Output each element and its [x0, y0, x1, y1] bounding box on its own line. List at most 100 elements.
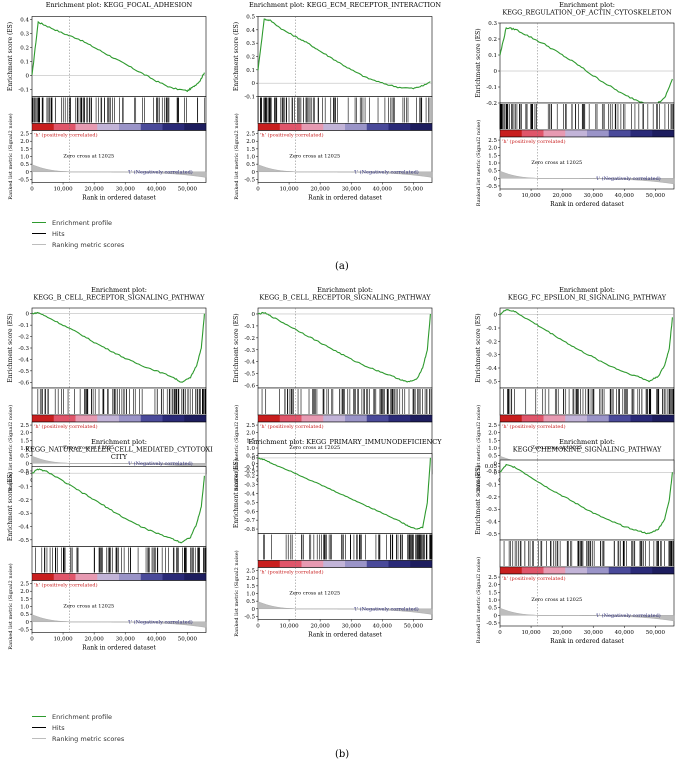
x-axis-label: Rank in ordered dataset — [308, 632, 382, 639]
color-bar-segment — [366, 123, 389, 131]
x-tick-label: 40,000 — [147, 637, 167, 643]
chart-title: Enrichment plot: KEGG_PRIMARY_IMMUNODEFI… — [248, 438, 442, 446]
es-y-tick-label: 0.4 — [20, 17, 29, 23]
es-y-tick-label: -0.5 — [18, 369, 29, 375]
rank-y-tick-label: 1.0 — [488, 598, 497, 604]
es-y-label: Enrichment score (ES) — [475, 313, 482, 382]
es-y-tick-label: 0.2 — [20, 45, 29, 51]
gsea-panel-7: Enrichment plot:KEGG_NATURAL_KILLER_CELL… — [7, 438, 213, 652]
color-bar-segment — [75, 415, 98, 422]
legend-item-ranking: Ranking metric scores — [32, 239, 124, 250]
es-y-tick-label: 0 — [494, 69, 498, 75]
rank-y-tick-label: 1.0 — [20, 446, 29, 452]
rank-y-tick-label: 0 — [494, 613, 498, 619]
hits-area — [31, 546, 207, 574]
color-bar-segment — [32, 573, 55, 581]
es-y-tick-label: 0 — [26, 471, 30, 477]
legend-label: Enrichment profile — [52, 712, 112, 721]
color-bar-segment — [140, 415, 163, 422]
color-bar-segment — [565, 130, 588, 137]
rank-y-tick-label: -0.5 — [486, 469, 497, 475]
enrichment-profile-line — [257, 311, 431, 383]
enrichment-profile-line — [257, 457, 431, 530]
rank-y-tick-label: 2.5 — [20, 132, 29, 138]
color-bar-segment — [75, 573, 98, 581]
pos-correlated-label: 'h' (positively correlated) — [502, 138, 566, 145]
es-y-tick-label: -0.3 — [18, 346, 29, 352]
color-bar-segment — [323, 415, 346, 422]
chart-title: Enrichment plot: — [559, 286, 615, 294]
ranking-metric-fill — [31, 455, 207, 470]
x-tick-label: 10,000 — [279, 187, 299, 193]
color-bar-segment — [500, 415, 523, 422]
rank-y-tick-label: 2.0 — [20, 589, 29, 595]
rank-y-tick-label: 2.0 — [20, 139, 29, 145]
rank-y-tick-label: 0.5 — [246, 162, 255, 168]
es-y-label: Enrichment score (ES) — [7, 22, 14, 91]
rank-y-tick-label: 1.5 — [488, 438, 497, 444]
chart-title: KEGG_FC_EPSILON_RI_SIGNALING_PATHWAY — [508, 294, 667, 302]
pos-correlated-label: 'h' (positively correlated) — [34, 582, 98, 589]
es-y-tick-label: -0.2 — [486, 495, 497, 501]
legend-label: Hits — [52, 229, 65, 238]
color-bar-segment — [184, 573, 207, 581]
chart-title: Enrichment plot: — [91, 286, 147, 294]
color-bar-segment — [279, 415, 302, 422]
es-y-tick-label: -0.2 — [486, 339, 497, 345]
legend-item-hits: Hits — [32, 228, 124, 239]
legend-swatch — [32, 222, 46, 223]
rank-y-tick-label: 0 — [26, 461, 30, 467]
color-bar-segment — [388, 415, 411, 422]
x-tick-label: 30,000 — [342, 187, 362, 193]
chart-title: Enrichment plot: — [91, 438, 147, 446]
x-tick-label: 50,000 — [404, 624, 424, 630]
es-y-tick-label: 0 — [26, 73, 30, 79]
x-tick-label: 20,000 — [311, 187, 331, 193]
es-y-tick-label: 0.5 — [246, 15, 255, 21]
x-tick-label: 0 — [30, 637, 34, 643]
x-tick-label: 20,000 — [85, 187, 105, 193]
x-tick-label: 50,000 — [178, 187, 198, 193]
es-y-label: Enrichment score (ES) — [233, 22, 240, 91]
es-y-tick-label: -0.6 — [244, 384, 255, 390]
color-bar-segment — [410, 560, 433, 568]
color-bar-segment — [258, 123, 281, 131]
rank-y-tick-label: 2.5 — [20, 582, 29, 588]
rank-y-tick-label: -0.5 — [244, 177, 255, 183]
es-y-tick-label: -0.4 — [486, 366, 497, 372]
color-bar-segment — [543, 130, 566, 137]
pos-correlated-label: 'h' (positively correlated) — [34, 132, 98, 139]
es-plot-area — [499, 459, 675, 541]
legend-item-enrichment: Enrichment profile — [32, 711, 124, 722]
rank-y-tick-label: 2.5 — [488, 138, 497, 144]
x-tick-label: 20,000 — [553, 193, 573, 199]
es-plot-area — [499, 22, 675, 104]
x-tick-label: 50,000 — [178, 637, 198, 643]
es-y-tick-label: -0.1 — [244, 324, 255, 330]
es-y-tick-label: -0.4 — [18, 357, 29, 363]
rank-y-tick-label: 1.5 — [246, 438, 255, 444]
es-plot-area — [257, 453, 433, 534]
es-y-tick-label: -0.5 — [18, 538, 29, 544]
x-tick-label: 0 — [498, 630, 502, 636]
legend-swatch — [32, 738, 46, 739]
rank-y-tick-label: 1.5 — [20, 147, 29, 153]
es-y-tick-label: 0.1 — [488, 53, 497, 59]
gsea-panel-3: Enrichment plot:KEGG_REGULATION_OF_ACTIN… — [475, 1, 675, 208]
es-y-tick-label: -0.4 — [18, 525, 29, 531]
enrichment-profile-line — [499, 463, 673, 535]
es-y-tick-label: 0.1 — [20, 59, 29, 65]
x-tick-label: 50,000 — [404, 187, 424, 193]
neg-correlated-label: 'l' (Negatively correlated) — [596, 175, 661, 182]
color-bar-segment — [279, 123, 302, 131]
color-bar-segment — [652, 567, 675, 574]
pos-correlated-label: 'h' (positively correlated) — [260, 569, 324, 576]
hits-area — [499, 102, 675, 131]
es-y-tick-label: 0.3 — [488, 21, 497, 27]
x-tick-label: 30,000 — [116, 637, 136, 643]
es-y-label: Enrichment score (ES) — [233, 313, 240, 382]
rank-y-tick-label: 2.0 — [246, 431, 255, 437]
rank-y-tick-label: 1.0 — [246, 592, 255, 598]
es-y-label: Enrichment score (ES) — [7, 472, 14, 541]
